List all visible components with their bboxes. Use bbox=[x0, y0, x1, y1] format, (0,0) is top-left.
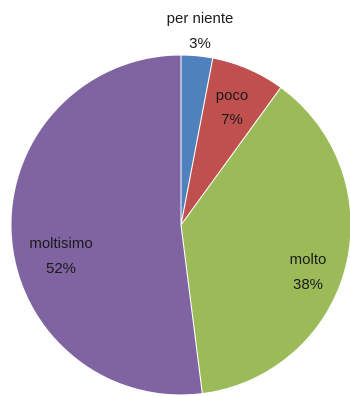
label-molto-value: 38% bbox=[293, 276, 323, 293]
label-poco-value: 7% bbox=[221, 111, 243, 128]
pie-slice-molto bbox=[180, 86, 350, 395]
label-per-niente-name: per niente bbox=[167, 10, 234, 27]
label-moltisimo-value: 52% bbox=[46, 260, 76, 277]
label-poco-name: poco bbox=[216, 87, 249, 104]
label-moltisimo-name: moltisimo bbox=[29, 235, 92, 252]
pie-slice-moltisimo bbox=[10, 54, 203, 396]
label-per-niente-value: 3% bbox=[189, 35, 211, 52]
label-molto-name: molto bbox=[290, 251, 327, 268]
